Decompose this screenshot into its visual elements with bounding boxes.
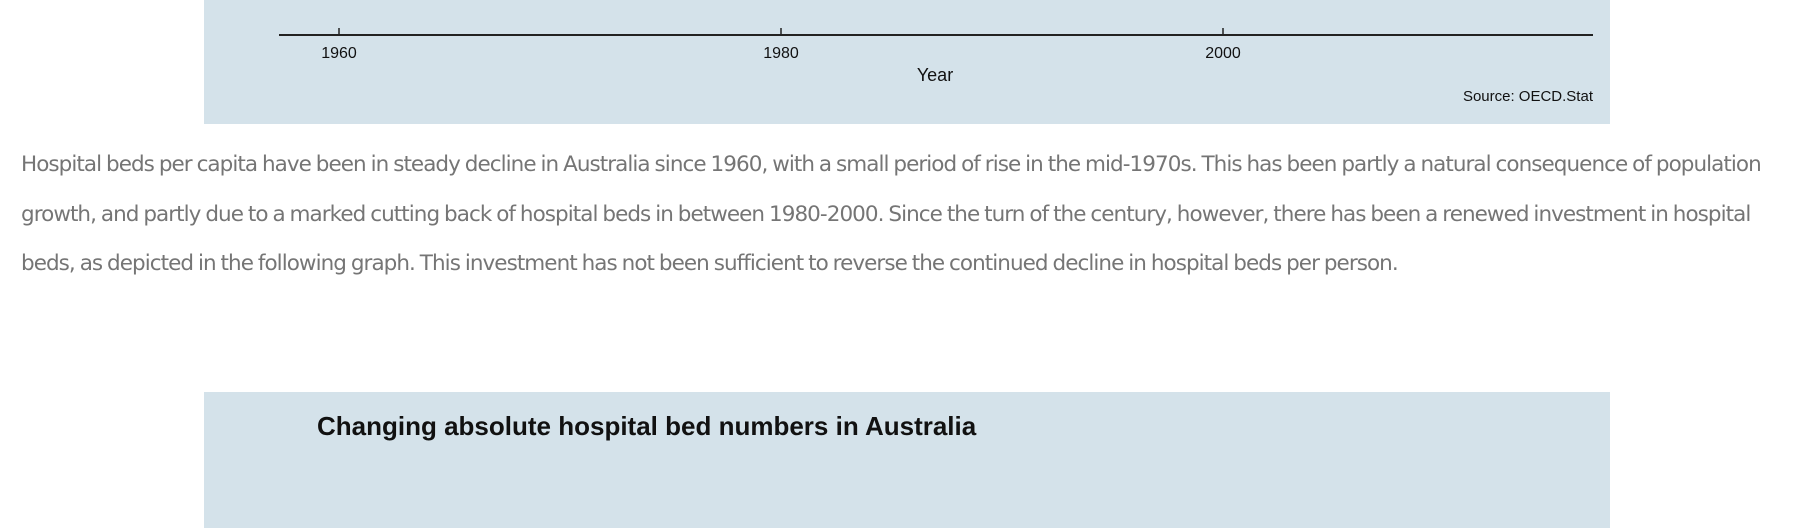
bottom-chart-panel: Changing absolute hospital bed numbers i… — [204, 392, 1610, 528]
article-paragraph: Hospital beds per capita have been in st… — [21, 152, 1762, 276]
top-chart-panel: 1960 1980 2000 Year Source: OECD.Stat — [204, 0, 1610, 124]
source-note: Source: OECD.Stat — [1463, 88, 1594, 105]
top-chart-axis: 1960 1980 2000 Year Source: OECD.Stat — [279, 28, 1594, 105]
chart-title: Changing absolute hospital bed numbers i… — [317, 411, 977, 441]
x-tick-label-1960: 1960 — [321, 45, 357, 62]
x-tick-label-1980: 1980 — [763, 45, 799, 62]
x-axis-label: Year — [917, 65, 953, 85]
x-tick-label-2000: 2000 — [1205, 45, 1241, 62]
